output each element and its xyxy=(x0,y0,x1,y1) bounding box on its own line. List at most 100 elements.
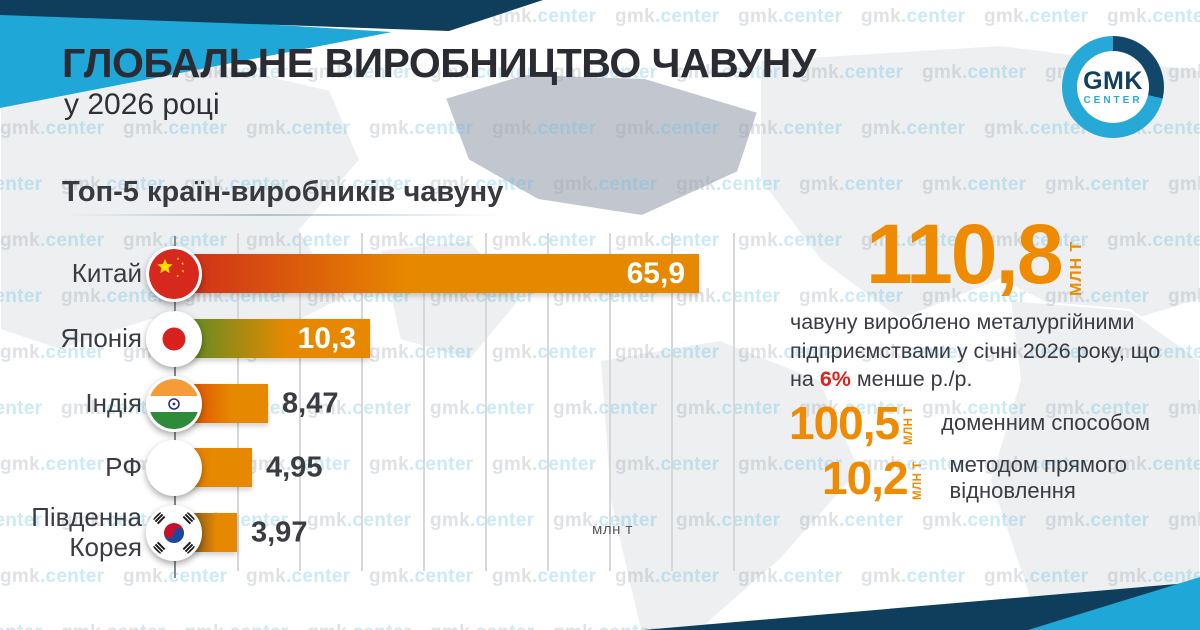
watermark-text: gmk.center xyxy=(615,118,720,139)
watermark-text: gmk.center xyxy=(676,174,781,195)
flag-icon-jp xyxy=(146,311,202,367)
watermark-text: gmk.center xyxy=(430,622,534,630)
chart-title-underline xyxy=(66,214,504,216)
watermark-text: gmk.center xyxy=(0,6,105,27)
logo-text-center: CENTER xyxy=(1083,94,1143,106)
watermark-text: gmk.center xyxy=(492,566,597,587)
watermark-text: gmk.center xyxy=(1107,230,1200,251)
gmk-center-logo: GMK CENTER xyxy=(1062,36,1164,138)
chart-gridline xyxy=(485,233,487,571)
desc-text-after: менше р./р. xyxy=(850,367,973,392)
watermark-text: gmk.center xyxy=(799,622,903,630)
watermark-text: gmk.center xyxy=(246,230,351,251)
headline-stat: 110,8 млн т xyxy=(866,212,1086,296)
watermark-text: gmk.center xyxy=(369,342,474,363)
country-label-cn: Китай xyxy=(71,258,142,289)
watermark-text: gmk.center xyxy=(61,398,166,419)
watermark-text: gmk.center xyxy=(615,454,720,475)
watermark-text: gmk.center xyxy=(553,622,657,630)
chart-gridline xyxy=(237,233,239,571)
watermark-text: gmk.center xyxy=(738,566,843,587)
watermark-text: gmk.center xyxy=(184,622,288,630)
watermark-text: gmk.center xyxy=(922,62,1027,83)
watermark-text: gmk.center xyxy=(1107,566,1200,587)
flag-icon-ru xyxy=(146,440,202,496)
watermark-text: gmk.center xyxy=(861,566,966,587)
watermark-text: gmk.center xyxy=(1168,622,1200,630)
watermark-text: gmk.center xyxy=(799,510,904,531)
watermark-text: gmk.center xyxy=(61,286,166,307)
bar-value-in: 8,47 xyxy=(282,387,339,419)
top-navy-band xyxy=(0,0,543,31)
watermark-text: gmk.center xyxy=(123,566,228,587)
watermark-text: gmk.center xyxy=(861,6,966,27)
flag-icon-in xyxy=(146,376,202,432)
substat-blast-furnace: 100,5 млн т доменним способом xyxy=(789,400,1150,446)
logo-inner-disc: GMK CENTER xyxy=(1077,51,1149,123)
watermark-text: gmk.center xyxy=(430,398,535,419)
watermark-text: gmk.center xyxy=(1045,622,1149,630)
watermark-text: gmk.center xyxy=(369,230,474,251)
bar-cn xyxy=(175,254,699,293)
bar-value-ru: 4,95 xyxy=(266,451,323,483)
country-label-ru: РФ xyxy=(105,452,142,483)
watermark-text: gmk.center xyxy=(984,6,1089,27)
headline-stat-value: 110,8 xyxy=(866,207,1064,301)
watermark-text: gmk.center xyxy=(553,286,658,307)
chart-gridline xyxy=(423,233,425,571)
watermark-text: gmk.center xyxy=(984,566,1089,587)
chart-gridline xyxy=(299,233,301,571)
watermark-text: gmk.center xyxy=(1168,510,1200,531)
watermark-text: gmk.center xyxy=(676,398,781,419)
substat-2-value: 10,2 xyxy=(822,451,909,504)
bottom-right-cyan-triangle xyxy=(1028,577,1200,630)
watermark-text: gmk.center xyxy=(738,6,843,27)
bar-row-kr: 3,97 xyxy=(146,505,1175,561)
substat-1-unit: млн т xyxy=(903,406,916,445)
watermark-text: gmk.center xyxy=(61,622,165,630)
watermark-text: gmk.center xyxy=(0,342,105,363)
watermark-text: gmk.center xyxy=(1168,398,1200,419)
watermark-text: gmk.center xyxy=(0,510,43,531)
watermark-text: gmk.center xyxy=(369,454,474,475)
watermark-text: gmk.center xyxy=(184,510,289,531)
watermark-text: gmk.center xyxy=(1168,62,1200,83)
bar-in xyxy=(175,384,268,423)
watermark-text: gmk.center xyxy=(492,454,597,475)
bar-value-cn: 65,9 xyxy=(626,256,685,290)
watermark-text: gmk.center xyxy=(0,566,105,587)
watermark-text: gmk.center xyxy=(123,454,228,475)
flag-icon-kr xyxy=(146,505,202,561)
watermark-text: gmk.center xyxy=(246,454,351,475)
watermark-text: gmk.center xyxy=(123,342,228,363)
watermark-text: gmk.center xyxy=(184,286,289,307)
watermark-text: gmk.center xyxy=(307,622,411,630)
watermark-text: gmk.center xyxy=(676,622,780,630)
watermark-text: gmk.center xyxy=(430,286,535,307)
watermark-text: gmk.center xyxy=(1045,510,1150,531)
watermark-text: gmk.center xyxy=(615,566,720,587)
flag-icon-cn xyxy=(146,246,202,302)
logo-text-gmk: GMK xyxy=(1083,66,1143,95)
chart-gridline xyxy=(733,233,735,571)
watermark-text: gmk.center xyxy=(0,398,43,419)
bottom-navy-wedge xyxy=(643,582,1200,630)
watermark-text: gmk.center xyxy=(184,398,289,419)
watermark-text: gmk.center xyxy=(799,174,904,195)
watermark-text: gmk.center xyxy=(922,510,1027,531)
bar-value-jp: 10,3 xyxy=(297,321,356,355)
watermark-text: gmk.center xyxy=(492,230,597,251)
watermark-text: gmk.center xyxy=(553,174,658,195)
watermark-text: gmk.center xyxy=(984,118,1089,139)
watermark-text: gmk.center xyxy=(676,286,781,307)
bar-value-kr: 3,97 xyxy=(251,516,308,548)
substat-2-label: методом прямого відновлення xyxy=(949,452,1128,503)
watermark-text: gmk.center xyxy=(0,62,43,83)
watermark-text: gmk.center xyxy=(553,398,658,419)
watermark-text: gmk.center xyxy=(1168,286,1200,307)
watermark-text: gmk.center xyxy=(430,510,535,531)
watermark-text: gmk.center xyxy=(61,510,166,531)
chart-unit-label: млн т xyxy=(592,521,633,538)
watermark-text: gmk.center xyxy=(123,230,228,251)
